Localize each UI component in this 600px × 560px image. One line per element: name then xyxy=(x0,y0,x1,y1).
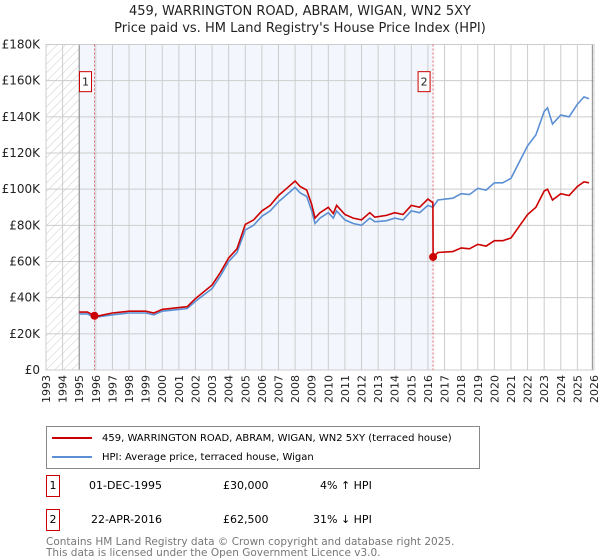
x-tick-label: 2020 xyxy=(488,375,501,403)
sale-point xyxy=(429,252,438,261)
legend: 459, WARRINGTON ROAD, ABRAM, WIGAN, WN2 … xyxy=(46,426,480,469)
x-tick-label: 2025 xyxy=(571,375,584,403)
sale-date: 22-APR-2016 xyxy=(91,513,163,526)
property-price-line xyxy=(79,179,590,317)
plot-border xyxy=(45,44,595,371)
x-tick-label: 2003 xyxy=(206,375,219,403)
y-tick-label: £180K xyxy=(2,38,42,52)
sale-hpi: 4% ↑ HPI xyxy=(320,479,372,492)
y-tick-label: £40K xyxy=(9,291,41,305)
x-tick-label: 2019 xyxy=(472,375,485,403)
x-tick-label: 2005 xyxy=(239,375,252,403)
chart-subtitle: Price paid vs. HM Land Registry's House … xyxy=(114,21,486,36)
y-tick-label: £140K xyxy=(2,110,42,124)
legend-property-label: 459, WARRINGTON ROAD, ABRAM, WIGAN, WN2 … xyxy=(102,432,452,444)
x-tick-label: 2014 xyxy=(389,375,402,403)
chart-title: 459, WARRINGTON ROAD, ABRAM, WIGAN, WN2 … xyxy=(128,4,472,19)
annotation-text: 1 xyxy=(82,76,89,89)
x-tick-label: 2004 xyxy=(223,375,236,403)
x-tick-label: 2018 xyxy=(455,375,468,403)
hatch-after xyxy=(592,44,594,370)
x-tick-label: 2011 xyxy=(339,375,352,403)
sale-marker: 1 xyxy=(46,475,60,497)
x-tick-label: 2026 xyxy=(588,375,600,403)
price-chart: 1993 1994 1995 1996 1997 1998 1999 2000 2001 2002… xyxy=(2,38,600,404)
x-tick-label: 1998 xyxy=(123,375,136,403)
x-tick-label: 2002 xyxy=(189,375,202,403)
x-tick-label: 2022 xyxy=(522,375,535,403)
x-tick-label: 2001 xyxy=(173,375,186,403)
x-tick-label: 1997 xyxy=(106,375,119,403)
x-tick-label: 2023 xyxy=(538,375,551,403)
x-tick-label: 2021 xyxy=(505,375,518,403)
legend-blue-swatch xyxy=(52,456,92,458)
y-tick-label: £160K xyxy=(2,74,42,88)
x-tick-label: 2017 xyxy=(439,375,452,403)
x-tick-label: 2009 xyxy=(306,375,319,403)
x-tick-label: 2010 xyxy=(322,375,335,403)
annotation-box xyxy=(78,71,92,93)
annotation-text: 2 xyxy=(421,76,428,89)
y-tick-label: £20K xyxy=(9,327,41,341)
legend-red-swatch xyxy=(52,437,92,439)
sale-price: £62,500 xyxy=(223,513,269,526)
x-tick-label: 2012 xyxy=(356,375,369,403)
x-tick-label: 1995 xyxy=(73,375,86,403)
legend-hpi-label: HPI: Average price, terraced house, Wiga… xyxy=(102,451,314,463)
sale-hpi: 31% ↓ HPI xyxy=(313,513,372,526)
x-tick-label: 2024 xyxy=(555,375,568,403)
footer: Contains HM Land Registry data © Crown c… xyxy=(46,537,454,559)
ownership-shade xyxy=(79,44,434,370)
y-tick-label: £60K xyxy=(9,255,41,269)
x-tick-label: 2008 xyxy=(289,375,302,403)
sale-point xyxy=(90,311,99,320)
y-tick-label: £80K xyxy=(9,218,41,232)
sale-date: 01-DEC-1995 xyxy=(89,479,163,492)
sale-annotation-label: 2 xyxy=(417,71,431,93)
x-tick-label: 1996 xyxy=(90,375,103,403)
sale-annotation-label: 1 xyxy=(78,71,92,93)
x-tick-label: 2013 xyxy=(372,375,385,403)
y-tick-label: £0 xyxy=(25,363,40,377)
sale-marker: 2 xyxy=(46,509,60,531)
annotation-box xyxy=(417,71,431,93)
x-tick-label: 2007 xyxy=(272,375,285,403)
y-tick-label: £120K xyxy=(2,146,42,160)
x-tick-label: 1993 xyxy=(40,375,53,403)
footer-line-2: This data is licensed under the Open Gov… xyxy=(46,547,381,559)
x-tick-label: 2016 xyxy=(422,375,435,403)
sale-price: £30,000 xyxy=(223,479,269,492)
footer-line-1: Contains HM Land Registry data © Crown c… xyxy=(46,536,455,548)
y-tick-label: £100K xyxy=(2,182,42,196)
x-tick-label: 1999 xyxy=(140,375,153,403)
x-tick-label: 2015 xyxy=(405,375,418,403)
x-tick-label: 1994 xyxy=(57,375,70,403)
x-tick-label: 2006 xyxy=(256,375,269,403)
x-tick-label: 2000 xyxy=(156,375,169,403)
hpi-line xyxy=(79,95,590,319)
